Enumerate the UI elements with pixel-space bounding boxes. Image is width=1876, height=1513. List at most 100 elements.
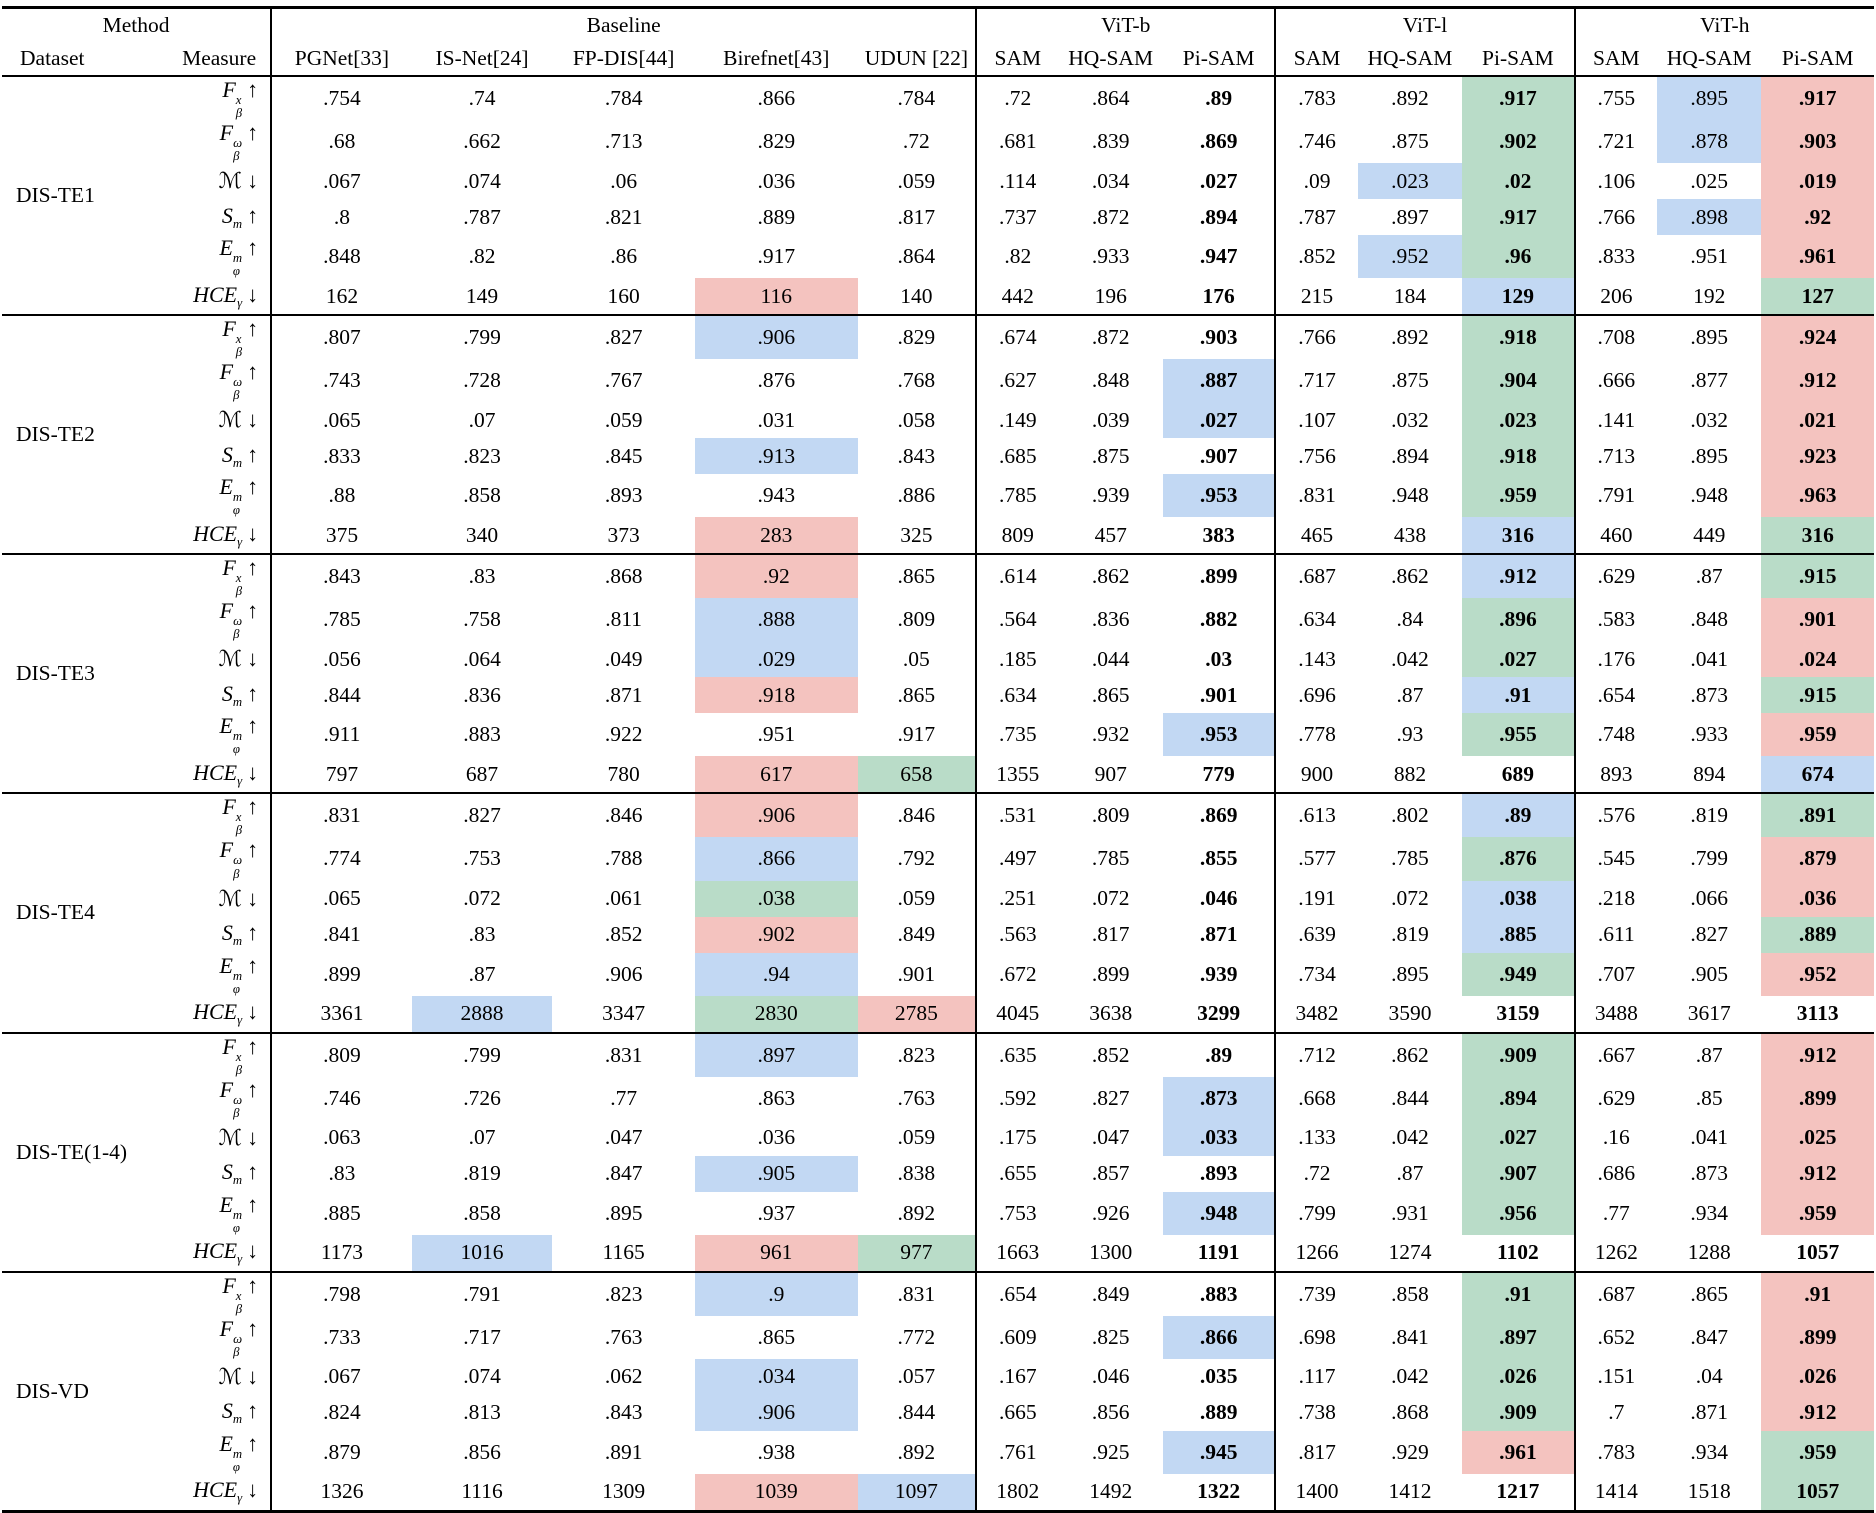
- measure-label: HCEγ ↓: [152, 1473, 273, 1512]
- value-cell: 894: [1693, 761, 1726, 786]
- value-cell: .034: [1091, 168, 1130, 193]
- value-cell: .823: [857, 1031, 978, 1077]
- value-cell: .74: [411, 74, 553, 121]
- value-cell: .792: [857, 837, 978, 881]
- value-cell: .89: [1162, 1031, 1277, 1077]
- col-header-pgnet-33-: PGNet[33]: [271, 42, 412, 77]
- value-cell: .035: [1162, 1358, 1277, 1395]
- value-cell: .059: [857, 1119, 978, 1156]
- arrow-up-icon: ↑: [247, 680, 259, 706]
- value-cell: .114: [999, 168, 1037, 193]
- value-cell: .864: [1058, 74, 1163, 121]
- value-cell: .074: [463, 168, 501, 193]
- value-cell: 3488: [1594, 1001, 1638, 1026]
- value-cell: .865: [1091, 682, 1130, 707]
- value-cell: .117: [1298, 1364, 1336, 1389]
- value-cell: .763: [857, 1076, 978, 1120]
- value-cell: .576: [1574, 792, 1657, 838]
- value-cell: 149: [465, 283, 499, 308]
- measure-base: F: [219, 120, 234, 146]
- measure-label: ℳ ↓: [152, 641, 273, 678]
- table-row: Sm ↑ .833 .823 .845 .913.843 .685 .875 .907 .756.…: [2, 438, 1874, 475]
- value-cell: 1802: [996, 1479, 1040, 1504]
- measure-base: HCE: [193, 1238, 238, 1264]
- measure-label: HCEγ ↓: [152, 517, 273, 555]
- col-header-hq-sam: HQ-SAM: [1357, 42, 1463, 77]
- value-cell: .767: [604, 368, 643, 393]
- value-cell: 129: [1462, 278, 1576, 316]
- value-cell: .787: [463, 204, 501, 229]
- measure-sup: ω: [233, 1331, 243, 1346]
- value-cell: .955: [1462, 713, 1576, 757]
- value-cell: .873: [1690, 1161, 1729, 1186]
- value-cell: 4045: [996, 1001, 1040, 1026]
- value-cell: .872: [1091, 204, 1130, 229]
- measure-sub: m: [232, 1173, 243, 1188]
- value-cell: .791: [411, 1270, 553, 1316]
- value-cell: .858: [463, 483, 501, 508]
- value-cell: .844: [857, 1394, 978, 1431]
- value-cell: .868: [1391, 1400, 1429, 1425]
- value-cell: .712: [1275, 1031, 1358, 1077]
- value-cell: .892: [1357, 314, 1463, 360]
- value-cell: .953: [1162, 713, 1277, 757]
- value-cell: .047: [604, 1125, 643, 1150]
- measure-label: Sm ↑: [152, 916, 273, 953]
- measure-sub: β: [233, 627, 240, 642]
- value-cell: .141: [1597, 407, 1636, 432]
- value-cell: .791: [1597, 483, 1636, 508]
- measure-sup: m: [232, 1207, 243, 1222]
- value-cell: .067: [323, 1364, 361, 1389]
- value-cell: .717: [1298, 368, 1336, 393]
- value-cell: .833: [323, 443, 361, 468]
- measure-sup: x: [235, 1049, 242, 1064]
- value-cell: .072: [1391, 886, 1429, 911]
- value-cell: .753: [463, 846, 501, 871]
- value-cell: .025: [1690, 168, 1729, 193]
- value-cell: .726: [463, 1085, 501, 1110]
- value-cell: .838: [857, 1155, 978, 1192]
- col-header-hq-sam: HQ-SAM: [1656, 42, 1762, 77]
- value-cell: .027: [1162, 163, 1277, 200]
- table-row: Sm ↑ .83 .819 .847 .905.838 .655 .857 .893 .72 .87…: [2, 1155, 1874, 1192]
- value-cell: .843: [857, 438, 978, 475]
- value-cell: .933: [1690, 722, 1729, 747]
- value-cell: .737: [998, 204, 1037, 229]
- value-cell: .763: [604, 1324, 643, 1349]
- value-cell: .039: [1091, 407, 1130, 432]
- value-cell: .77: [1602, 1200, 1630, 1225]
- value-cell: .813: [463, 1400, 501, 1425]
- value-cell: .251: [998, 886, 1037, 911]
- results-table: Method Baseline ViT-b ViT-l ViT-h Dataset Meas…: [2, 6, 1874, 1513]
- value-cell: .825: [1091, 1324, 1130, 1349]
- measure-base: E: [219, 1430, 233, 1456]
- value-cell: .86: [610, 244, 638, 269]
- value-cell: 116: [694, 278, 858, 316]
- value-cell: .564: [998, 607, 1037, 632]
- arrow-down-icon: ↓: [247, 407, 259, 433]
- value-cell: .902: [694, 916, 858, 953]
- value-cell: .885: [1462, 916, 1576, 953]
- value-cell: 340: [465, 522, 499, 547]
- value-cell: .862: [1357, 553, 1463, 599]
- value-cell: .038: [694, 880, 858, 917]
- header-method: Method: [2, 7, 273, 42]
- value-cell: .041: [1690, 1125, 1729, 1150]
- value-cell: .823: [552, 1270, 695, 1316]
- value-cell: .892: [857, 1430, 978, 1474]
- value-cell: .829: [757, 129, 796, 154]
- value-cell: .785: [1091, 846, 1130, 871]
- value-cell: .827: [552, 314, 695, 360]
- value-cell: .839: [1091, 129, 1130, 154]
- value-cell: .943: [757, 483, 796, 508]
- value-cell: .872: [1058, 314, 1163, 360]
- value-cell: .175: [998, 1125, 1037, 1150]
- value-cell: .951: [757, 722, 796, 747]
